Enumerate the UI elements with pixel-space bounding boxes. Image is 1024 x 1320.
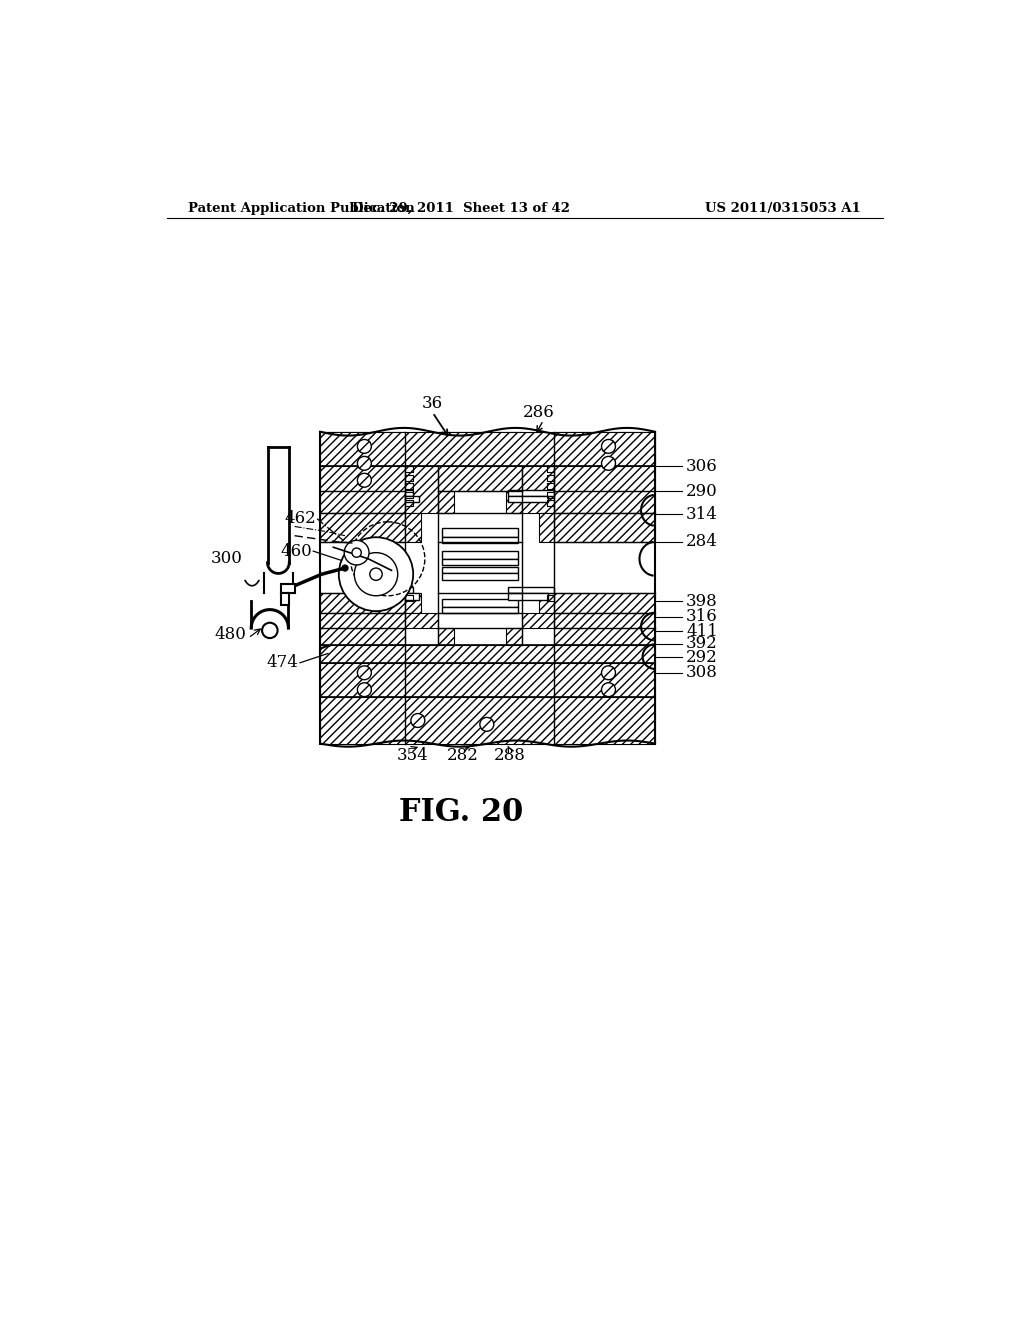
Text: 462: 462 <box>285 511 316 527</box>
Bar <box>539 594 554 612</box>
Text: 288: 288 <box>494 747 525 764</box>
Bar <box>442 537 518 544</box>
Text: 308: 308 <box>686 664 718 681</box>
Circle shape <box>357 440 372 453</box>
Bar <box>406 490 414 495</box>
Circle shape <box>342 565 348 572</box>
Bar <box>406 612 438 628</box>
Bar <box>406 594 420 599</box>
Text: 284: 284 <box>686 533 718 550</box>
Bar <box>539 512 554 541</box>
Bar <box>321 663 655 697</box>
Circle shape <box>344 540 369 565</box>
Text: Dec. 29, 2011  Sheet 13 of 42: Dec. 29, 2011 Sheet 13 of 42 <box>352 202 570 215</box>
Text: US 2011/0315053 A1: US 2011/0315053 A1 <box>705 202 860 215</box>
Circle shape <box>357 682 372 697</box>
Bar <box>454 512 506 594</box>
Bar <box>508 594 548 599</box>
Bar <box>521 466 554 512</box>
Text: 474: 474 <box>266 655 299 672</box>
Bar <box>442 528 518 537</box>
Text: 306: 306 <box>686 458 718 475</box>
Bar <box>554 432 655 466</box>
Text: Patent Application Publication: Patent Application Publication <box>188 202 415 215</box>
Bar <box>321 432 406 466</box>
Text: 354: 354 <box>396 747 428 764</box>
Circle shape <box>262 623 278 638</box>
Text: 460: 460 <box>281 543 312 560</box>
Bar <box>554 594 655 612</box>
Circle shape <box>370 568 382 581</box>
Bar <box>438 432 521 466</box>
Bar <box>321 697 655 743</box>
Bar <box>442 573 518 581</box>
Text: 282: 282 <box>446 747 479 764</box>
Bar <box>321 594 406 612</box>
Bar <box>506 491 521 512</box>
Circle shape <box>601 665 615 680</box>
Bar <box>442 552 518 558</box>
Bar <box>442 558 518 565</box>
Text: 398: 398 <box>686 593 718 610</box>
Bar <box>406 594 421 612</box>
Bar <box>442 566 518 573</box>
Bar <box>282 594 289 605</box>
Bar <box>438 628 454 645</box>
Text: 286: 286 <box>523 404 555 421</box>
Text: 392: 392 <box>686 635 718 652</box>
Bar <box>554 612 655 645</box>
Text: FIG. 20: FIG. 20 <box>399 797 523 829</box>
Bar <box>554 466 655 512</box>
Bar <box>321 645 655 663</box>
Bar <box>521 612 554 628</box>
Bar <box>282 585 295 594</box>
Text: 290: 290 <box>686 483 718 499</box>
Bar <box>508 587 554 594</box>
Circle shape <box>601 682 615 697</box>
Circle shape <box>339 537 414 611</box>
Bar <box>321 612 406 645</box>
Bar <box>442 607 518 612</box>
Bar <box>406 587 414 594</box>
Bar <box>406 512 421 541</box>
Circle shape <box>352 548 361 557</box>
Bar <box>321 466 406 512</box>
Bar <box>508 490 554 495</box>
Circle shape <box>601 457 615 470</box>
Circle shape <box>357 457 372 470</box>
Text: 316: 316 <box>686 609 718 626</box>
Circle shape <box>357 474 372 487</box>
Bar <box>321 512 406 541</box>
Bar <box>321 432 655 466</box>
Text: 411: 411 <box>686 623 718 640</box>
Bar <box>438 466 521 491</box>
Text: 36: 36 <box>422 395 443 412</box>
Circle shape <box>357 665 372 680</box>
Bar <box>508 496 548 502</box>
Text: 314: 314 <box>686 506 718 523</box>
Bar <box>554 512 655 541</box>
Circle shape <box>411 714 425 727</box>
Bar <box>442 599 518 607</box>
Bar <box>406 496 420 502</box>
Bar <box>506 628 521 645</box>
Text: 480: 480 <box>215 626 247 643</box>
Bar <box>406 466 438 512</box>
Circle shape <box>601 440 615 453</box>
Text: 300: 300 <box>211 550 243 568</box>
Bar <box>438 491 454 512</box>
Bar <box>450 529 510 536</box>
Circle shape <box>480 718 494 731</box>
Circle shape <box>354 553 397 595</box>
Text: 292: 292 <box>686 649 718 665</box>
